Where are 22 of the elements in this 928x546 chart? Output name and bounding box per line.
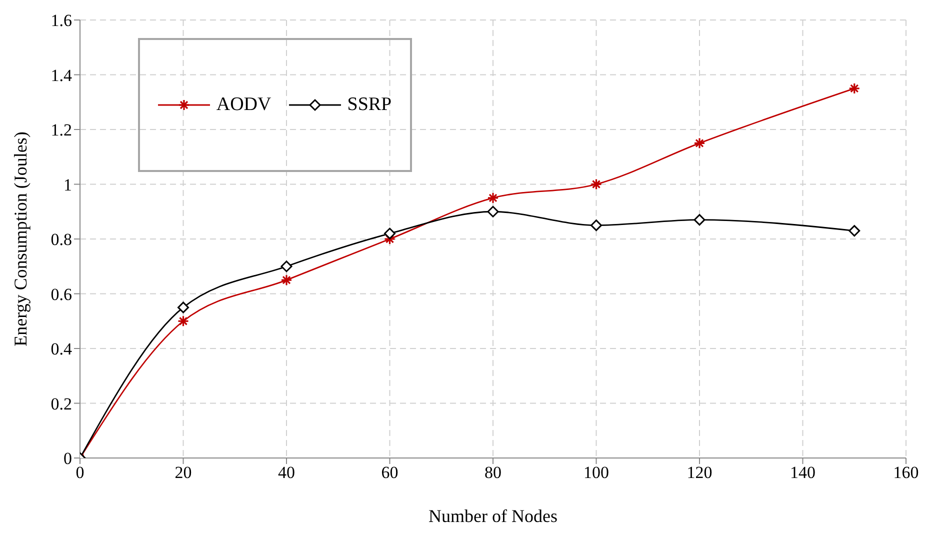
y-tick-label: 0.4 [50,340,72,359]
y-tick-label: 0.6 [50,284,72,304]
x-tick-label: 60 [381,463,398,482]
y-tick-label: 0.2 [50,394,72,414]
legend-label: SSRP [347,94,392,116]
x-tick-label: 20 [174,463,192,482]
x-axis-title: Number of Nodes [428,506,558,526]
y-tick-label: 0 [64,449,72,468]
x-tick-label: 120 [686,463,712,482]
y-tick-label: 0.8 [50,230,72,250]
y-axis-title: Energy Consumption (Joules) [10,132,30,346]
x-tick-label: 80 [484,463,502,482]
x-tick-label: 100 [584,463,609,482]
x-tick-label: 40 [278,463,295,482]
y-tick-label: 1 [64,175,72,194]
x-tick-label: 160 [893,463,919,482]
x-tick-label: 0 [76,463,84,482]
y-tick-label: 1.2 [50,120,72,140]
legend-label: AODV [216,94,272,116]
x-tick-label: 140 [790,463,816,482]
y-tick-label: 1.4 [50,66,72,85]
y-tick-label: 1.6 [50,11,72,30]
